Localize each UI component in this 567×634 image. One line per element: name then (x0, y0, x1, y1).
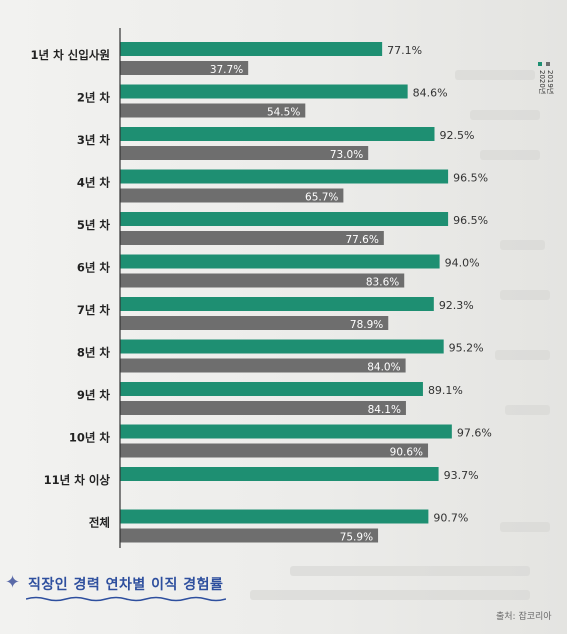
data-label-2019: 84.0% (367, 362, 400, 374)
bleed-through-text (480, 150, 540, 160)
data-label-2019: 75.9% (340, 532, 373, 544)
bars-layer: 77.1% 37.7% 84.6% 54.5% 92.5% 73.0% 96.5% 65.7%… (120, 42, 492, 544)
bleed-through-text (500, 522, 550, 532)
bar-2020 (120, 169, 449, 184)
legend-swatch (538, 62, 542, 66)
bar-2019 (120, 443, 429, 458)
caption-underline (26, 596, 226, 602)
data-label-2020: 93.7% (444, 469, 479, 482)
category-label: 10년 차 (69, 431, 111, 445)
bleed-through-text (505, 405, 550, 415)
data-label-2019: 37.7% (210, 64, 243, 76)
bar-2020 (120, 254, 440, 269)
legend: 2020년 2019년 (538, 62, 555, 94)
category-label: 3년 차 (77, 133, 111, 147)
bar-2019 (120, 358, 406, 373)
data-label-2020: 97.6% (457, 427, 492, 440)
bar-2019 (120, 316, 389, 330)
bleed-through-text (500, 240, 545, 250)
data-label-2020: 77.1% (387, 44, 422, 57)
axis-layer: 1년 차 신입사원 2년 차 3년 차 4년 차 5년 차 6년 차 7년 차 8년 차 9년 … (31, 28, 121, 548)
bar-2019 (120, 146, 369, 160)
data-label-2020: 95.2% (449, 342, 484, 355)
bar-2020 (120, 84, 408, 99)
bar-2019 (120, 103, 306, 118)
figure-caption: 직장인 경력 연차별 이직 경험률 (28, 577, 224, 593)
bar-2020 (120, 297, 434, 311)
bar-2020 (120, 424, 452, 439)
category-label: 7년 차 (77, 303, 111, 317)
category-label: 8년 차 (77, 346, 111, 360)
source-note: 출처: 잡코리아 (496, 612, 552, 622)
bar-chart: 77.1% 37.7% 84.6% 54.5% 92.5% 73.0% 96.5% 65.7%… (31, 28, 555, 548)
bleed-through-text (455, 70, 535, 80)
bleed-through-text (500, 290, 550, 300)
category-label: 2년 차 (77, 91, 111, 105)
bar-2019 (120, 61, 249, 75)
data-label-2020: 89.1% (428, 384, 463, 397)
legend-swatch (546, 62, 550, 66)
bar-2020 (120, 212, 449, 226)
data-label-2020: 84.6% (413, 87, 448, 100)
data-label-2019: 84.1% (368, 404, 401, 416)
star-icon: ✦ (5, 572, 21, 593)
data-label-2019: 65.7% (305, 192, 338, 204)
bar-2020 (120, 339, 444, 354)
legend-label: 2019년 (546, 70, 555, 94)
bleed-through-text (250, 590, 530, 600)
category-label: 전체 (89, 516, 110, 530)
data-label-2020: 90.7% (433, 512, 468, 525)
category-label: 6년 차 (77, 261, 111, 275)
data-label-2020: 92.5% (440, 129, 475, 142)
data-label-2019: 77.6% (345, 234, 378, 246)
category-label: 4년 차 (77, 176, 111, 190)
data-label-2020: 92.3% (439, 299, 474, 312)
category-label: 11년 차 이상 (44, 473, 111, 487)
bar-2020 (120, 42, 383, 56)
category-label: 1년 차 신입사원 (31, 48, 111, 62)
bar-2019 (120, 273, 405, 288)
bar-2019 (120, 401, 406, 415)
bar-2020 (120, 382, 423, 396)
bar-2019 (120, 231, 384, 245)
category-label: 5년 차 (77, 218, 111, 232)
category-label: 9년 차 (77, 388, 111, 402)
data-label-2019: 83.6% (366, 277, 399, 289)
bar-2019 (120, 188, 344, 203)
data-label-2019: 78.9% (350, 319, 383, 331)
bleed-through-text (495, 350, 550, 360)
data-label-2019: 54.5% (267, 107, 300, 119)
bleed-through-text (290, 566, 530, 576)
data-label-2019: 90.6% (390, 447, 423, 459)
data-label-2019: 73.0% (330, 149, 363, 161)
data-label-2020: 96.5% (453, 172, 488, 185)
bar-2020 (120, 467, 439, 481)
bar-2019 (120, 528, 379, 543)
data-label-2020: 96.5% (453, 214, 488, 227)
legend-label: 2020년 (538, 70, 547, 94)
bar-2020 (120, 127, 435, 141)
data-label-2020: 94.0% (445, 257, 480, 270)
bleed-through-text (470, 110, 540, 120)
bar-2020 (120, 509, 429, 524)
